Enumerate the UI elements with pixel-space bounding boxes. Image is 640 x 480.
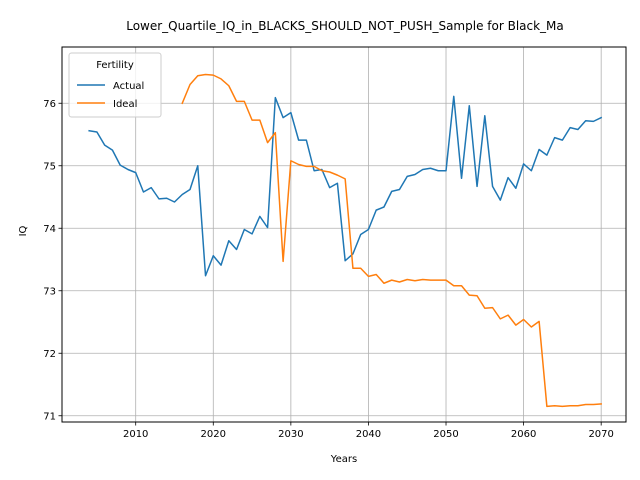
chart-title: Lower_Quartile_IQ_in_BLACKS_SHOULD_NOT_P… [126,19,564,33]
y-tick-label: 71 [43,411,56,422]
legend: Fertility Actual Ideal [68,52,162,118]
y-axis-label: IQ [18,225,29,236]
x-tick-label: 2010 [123,429,148,440]
legend-label-actual: Actual [113,81,144,92]
legend-title: Fertility [96,60,134,71]
plot-frame [61,46,627,423]
x-axis-label: Years [330,454,357,465]
x-tick-label: 2040 [356,429,381,440]
x-tick-label: 2030 [278,429,303,440]
y-tick-label: 75 [43,161,56,172]
y-tick-label: 72 [43,349,56,360]
series-line-actual [88,95,603,277]
y-tick-label: 74 [43,224,56,235]
legend-box [68,52,162,118]
x-tick-label: 2020 [201,429,226,440]
y-tick-label: 73 [43,286,56,297]
x-tick-label: 2070 [588,429,613,440]
series-line-ideal [181,73,602,408]
axis-ticks: 2010 2020 2030 2040 2050 2060 2070 71 72 73 74 75 76 [43,99,614,440]
x-tick-label: 2050 [433,429,458,440]
x-tick-label: 2060 [511,429,536,440]
grid [62,47,626,422]
legend-label-ideal: Ideal [113,99,137,110]
y-tick-label: 76 [43,99,56,110]
series-layer [88,73,603,408]
